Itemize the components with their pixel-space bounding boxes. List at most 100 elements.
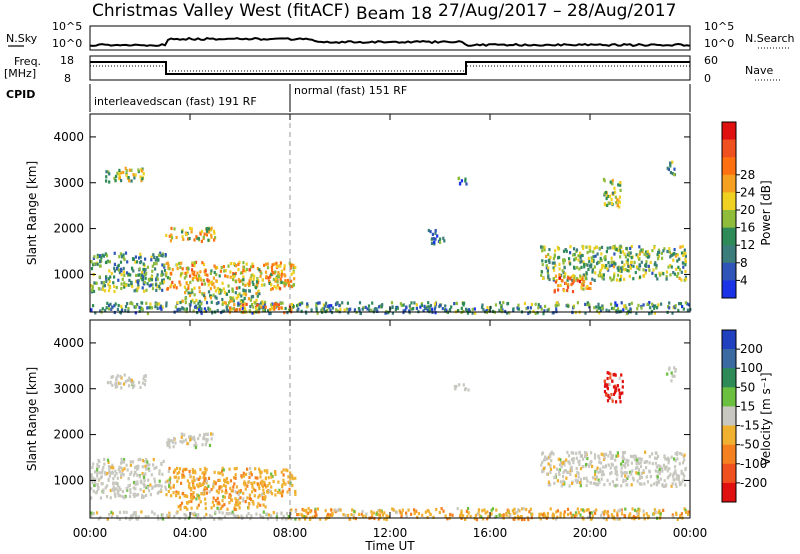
data-cell — [240, 514, 243, 518]
data-cell — [250, 303, 254, 307]
data-cell — [201, 443, 204, 447]
data-cell — [142, 482, 145, 486]
data-cell — [578, 481, 582, 485]
data-cell — [169, 285, 172, 289]
data-cell — [611, 246, 614, 250]
data-cell — [123, 496, 126, 500]
data-cell — [280, 271, 284, 275]
data-cell — [208, 443, 212, 447]
data-cell — [608, 382, 611, 386]
data-cell — [90, 496, 93, 500]
data-cell — [270, 475, 273, 479]
data-cell — [134, 482, 137, 487]
data-cell — [618, 200, 621, 204]
cpid-panel: CPID interleavedscan (fast) 191 RF norma… — [6, 84, 691, 112]
data-cell — [125, 271, 129, 275]
data-cell — [592, 481, 595, 485]
freq-label-line2: [MHz] — [4, 67, 36, 80]
data-cell — [508, 311, 511, 315]
data-cell — [582, 283, 585, 287]
data-cell — [658, 470, 661, 475]
data-cell — [277, 480, 280, 484]
data-cell — [105, 179, 108, 183]
data-cell — [546, 511, 549, 516]
data-cell — [598, 246, 601, 250]
data-cell — [123, 373, 126, 377]
data-cell — [199, 517, 202, 521]
data-cell — [96, 255, 99, 259]
data-cell — [385, 517, 388, 522]
data-cell — [577, 511, 580, 515]
data-cell — [682, 307, 685, 311]
data-cell — [248, 279, 251, 283]
data-cell — [266, 517, 270, 521]
data-cell — [543, 513, 546, 517]
data-cell — [541, 470, 544, 474]
data-cell — [463, 388, 467, 392]
data-cell — [674, 368, 677, 372]
data-cell — [651, 462, 654, 466]
data-cell — [559, 480, 562, 484]
data-cell — [254, 301, 257, 305]
data-cell — [161, 305, 164, 309]
data-cell — [242, 499, 245, 503]
data-cell — [263, 483, 266, 487]
data-cell — [490, 512, 493, 516]
data-cell — [189, 303, 192, 307]
data-cell — [204, 502, 207, 506]
cpid-mode-2: normal (fast) 151 RF — [294, 84, 407, 97]
data-cell — [114, 178, 117, 182]
data-cell — [230, 498, 234, 502]
data-cell — [133, 176, 136, 180]
data-cell — [677, 474, 681, 478]
data-cell — [642, 268, 645, 272]
data-cell — [258, 292, 261, 296]
data-cell — [120, 457, 123, 461]
data-cell — [96, 262, 99, 266]
data-cell — [424, 306, 427, 310]
data-cell — [288, 261, 291, 265]
data-cell — [204, 497, 207, 501]
data-cell — [651, 249, 654, 253]
data-cell — [566, 288, 569, 293]
data-cell — [105, 279, 108, 283]
data-cell — [119, 171, 123, 175]
data-cell — [620, 508, 623, 512]
data-cell — [127, 272, 130, 276]
data-cell — [122, 460, 126, 464]
data-cell — [120, 254, 124, 258]
data-cell — [554, 304, 557, 308]
data-cell — [371, 513, 374, 517]
data-cell — [558, 255, 561, 259]
data-cell — [177, 505, 180, 509]
data-cell — [265, 262, 268, 266]
data-cell — [120, 386, 123, 390]
data-cell — [273, 284, 276, 289]
data-cell — [185, 281, 188, 285]
data-cell — [678, 268, 682, 272]
data-cell — [283, 267, 286, 271]
data-cell — [118, 175, 121, 179]
data-cell — [189, 280, 192, 284]
data-cell — [166, 276, 170, 280]
data-cell — [139, 457, 142, 461]
data-cell — [275, 518, 278, 522]
colorbar-tick-label: 12 — [740, 238, 755, 252]
data-cell — [221, 473, 224, 477]
data-cell — [181, 267, 184, 271]
data-cell — [594, 473, 597, 477]
data-cell — [191, 276, 195, 281]
data-cell — [549, 255, 552, 259]
data-cell — [233, 303, 236, 307]
data-cell — [144, 515, 147, 519]
data-cell — [151, 269, 154, 273]
data-cell — [221, 309, 224, 313]
data-cell — [139, 261, 142, 265]
data-cell — [637, 255, 640, 259]
data-cell — [553, 254, 556, 258]
data-cell — [611, 182, 614, 186]
data-cell — [224, 491, 227, 495]
data-cell — [591, 464, 594, 468]
data-cell — [613, 509, 616, 513]
data-cell — [166, 479, 169, 483]
